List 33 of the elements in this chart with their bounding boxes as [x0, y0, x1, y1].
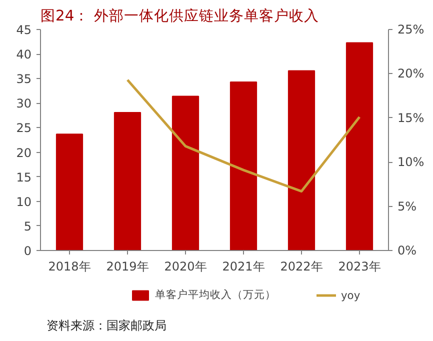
y2-tick-label: 20%	[398, 66, 424, 81]
bar	[56, 134, 84, 250]
y-tick-label: 25	[16, 121, 32, 136]
y-tick-label: 15	[16, 170, 32, 184]
line-series	[126, 78, 361, 193]
bar	[230, 82, 258, 250]
x-tick-label: 2020年	[164, 260, 207, 274]
y-tick-label: 0	[24, 244, 32, 258]
y-tick-label: 35	[16, 72, 32, 86]
chart-title: 图24： 外部一体化供应链业务单客户收入	[40, 8, 319, 24]
y-tick-label: 45	[16, 23, 32, 37]
y-tick-label: 20	[16, 146, 32, 160]
bar	[288, 70, 316, 250]
y-tick-label: 5	[24, 219, 32, 234]
bar	[346, 42, 374, 250]
y-tick-label: 30	[16, 96, 32, 111]
bar	[114, 112, 142, 250]
y2-tick-label: 0%	[398, 244, 417, 258]
legend-label: 单客户平均收入（万元）	[155, 288, 276, 302]
x-tick-label: 2022年	[280, 260, 323, 274]
x-tick-label: 2021年	[222, 260, 265, 274]
x-tick-label: 2019年	[106, 260, 149, 274]
bar	[172, 96, 200, 250]
x-tick-label: 2018年	[48, 260, 91, 274]
y2-tick-label: 25%	[398, 22, 424, 36]
x-tick-label: 2023年	[338, 260, 381, 274]
text: 资料来源：国家邮政局	[46, 318, 166, 332]
y2-tick-label: 15%	[398, 110, 424, 125]
y2-tick-label: 10%	[398, 155, 424, 170]
y-tick-label: 40	[16, 48, 32, 62]
y2-tick-label: 5%	[398, 199, 417, 214]
legend-label: yoy	[341, 288, 361, 302]
y-tick-label: 10	[16, 194, 32, 209]
